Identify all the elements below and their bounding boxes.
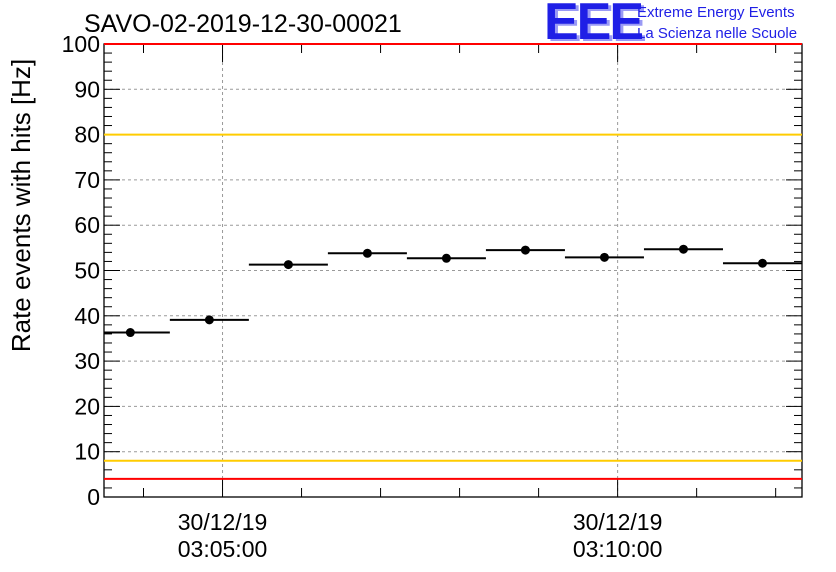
eee-logo: EEE Extreme Energy Events La Scienza nel… <box>544 0 834 51</box>
logo-line-2: La Scienza nelle Scuole <box>637 25 798 42</box>
y-axis-title: Rate events with hits [Hz] <box>6 59 36 352</box>
logo-mark: EEE <box>544 0 644 51</box>
data-point <box>520 245 530 255</box>
y-tick-label: 50 <box>74 258 100 284</box>
data-point <box>678 244 688 254</box>
data-point <box>204 315 214 325</box>
data-point <box>757 258 767 268</box>
y-tick-label: 20 <box>74 393 100 419</box>
y-tick-label: 30 <box>74 348 100 374</box>
y-tick-label: 60 <box>74 212 100 238</box>
y-tick-label: 80 <box>74 122 100 148</box>
y-tick-label: 40 <box>74 303 100 329</box>
y-tick-label: 70 <box>74 167 100 193</box>
data-point <box>441 253 451 263</box>
x-tick-date: 30/12/19 <box>178 509 268 535</box>
data-point <box>599 252 609 262</box>
x-tick-time: 03:10:00 <box>573 536 663 562</box>
data-point <box>125 328 135 338</box>
x-tick-time: 03:05:00 <box>178 536 268 562</box>
data-point <box>283 260 293 270</box>
x-tick-date: 30/12/19 <box>573 509 663 535</box>
chart-title: SAVO-02-2019-12-30-00021 <box>84 10 402 38</box>
logo-line-1: Extreme Energy Events <box>637 4 795 21</box>
data-point <box>362 248 372 258</box>
y-tick-label: 0 <box>87 484 100 510</box>
y-tick-label: 100 <box>62 31 100 57</box>
y-tick-label: 90 <box>74 76 100 102</box>
y-tick-label: 10 <box>74 439 100 465</box>
